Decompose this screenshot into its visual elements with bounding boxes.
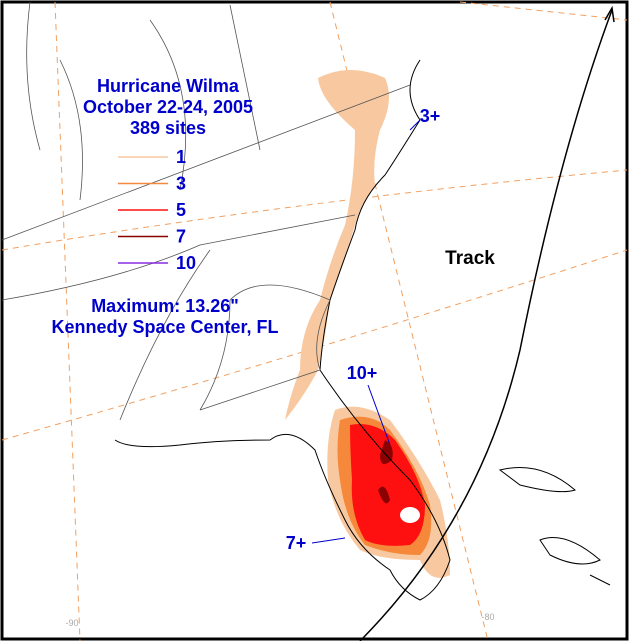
legend-label: 7 [176,227,186,247]
coastline [114,59,611,601]
legend: 1 3 5 7 10 [118,147,196,273]
title-line: Hurricane Wilma [97,76,240,96]
state-borders [1,1,411,421]
maximum: Maximum: 13.26"Kennedy Space Center, FL [51,296,278,337]
legend-label: 10 [176,253,196,273]
title-line: 389 sites [130,118,206,138]
annotation: 3+ [420,106,441,126]
longitude-label: -80 [481,612,494,622]
annotation: 10+ [347,363,378,383]
track-label: Track [445,248,495,269]
maximum-line: Kennedy Space Center, FL [51,317,278,337]
legend-label: 1 [176,147,186,167]
longitude-label: -90 [65,618,78,628]
annotation: 7+ [286,533,307,553]
maximum-line: Maximum: 13.26" [91,296,239,316]
legend-label: 5 [176,200,186,220]
rain-areas [285,70,450,578]
legend-label: 3 [176,174,186,194]
track [359,5,615,641]
title-line: October 22-24, 2005 [83,97,253,117]
annotation-arrows [311,119,421,544]
